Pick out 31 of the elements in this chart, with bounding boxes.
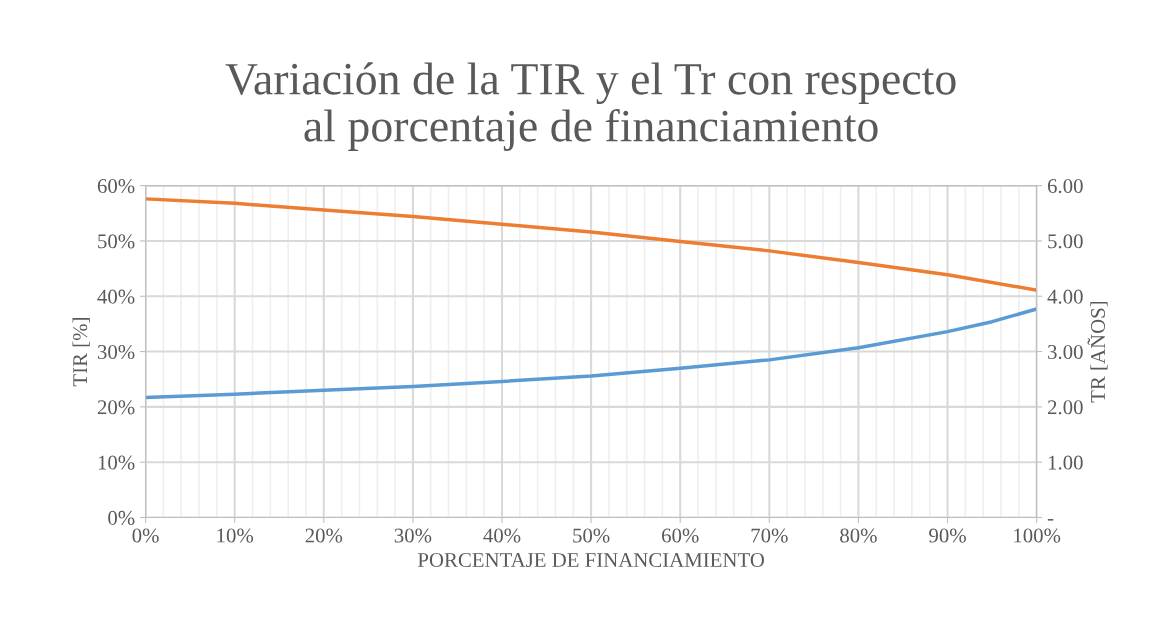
line-series xyxy=(145,197,1037,292)
y-tick-label: 60% xyxy=(97,179,135,194)
y2-tick-label: - xyxy=(1047,519,1054,521)
y2-axis-title: TR [AÑOS] xyxy=(1087,301,1108,403)
y-axis-title: TIR [%] xyxy=(72,318,90,387)
y2-tick-label: 1.00 xyxy=(1048,455,1083,470)
x-axis-title: PORCENTAJE DE FINANCIAMIENTO xyxy=(417,553,764,568)
y-tick-label: 40% xyxy=(97,289,135,304)
y-tick-label: 20% xyxy=(97,400,135,415)
line-series xyxy=(145,307,1037,400)
x-tick-label: 0% xyxy=(132,528,159,543)
x-tick-label: 90% xyxy=(929,528,966,543)
x-tick-label: 50% xyxy=(573,528,610,543)
x-tick-label: 100% xyxy=(1014,528,1061,543)
y2-tick-label: 5.00 xyxy=(1048,234,1083,249)
y2-tick-label: 3.00 xyxy=(1048,344,1083,360)
y2-tick-label: 6.00 xyxy=(1047,179,1083,194)
chart-title: Variación de la TIR y el Tr con respecto al porcentaje de financiamiento xyxy=(225,62,956,151)
x-tick-label: 60% xyxy=(662,528,699,543)
x-tick-label: 80% xyxy=(840,528,877,543)
y-tick-label: 10% xyxy=(98,455,135,470)
x-tick-label: 40% xyxy=(483,528,521,543)
y-tick-label: 50% xyxy=(98,234,135,249)
y2-tick-label: 4.00 xyxy=(1047,289,1083,304)
x-tick-label: 20% xyxy=(305,528,343,543)
y2-tick-label: 2.00 xyxy=(1047,400,1083,415)
y-tick-label: 0% xyxy=(108,510,135,525)
x-tick-label: 30% xyxy=(394,528,432,543)
x-tick-label: 10% xyxy=(217,528,254,543)
y-tick-label: 30% xyxy=(97,344,135,360)
x-tick-label: 70% xyxy=(751,528,788,543)
